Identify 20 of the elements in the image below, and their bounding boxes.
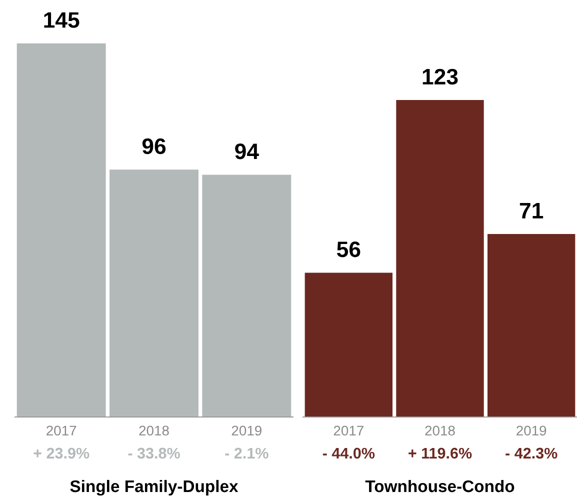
text: - 44.0% [322, 448, 375, 459]
data-label: 56 [336, 241, 360, 258]
x-axis-title: Single Family-Duplex [70, 480, 238, 496]
data-label: 123 [422, 68, 458, 85]
text: - 33.8% [128, 448, 180, 459]
x-tick-label: 2017 [46, 426, 76, 436]
x-axis-title: Townhouse-Condo [365, 480, 514, 492]
text: + 119.6% [408, 448, 472, 459]
x-tick-label: 2019 [516, 426, 546, 436]
data-label: 96 [142, 138, 166, 154]
data-label: 145 [44, 12, 80, 28]
text: - 42.3% [506, 448, 558, 459]
data-label: 94 [235, 144, 259, 160]
text: - 2.1% [225, 448, 268, 459]
x-tick-label: 2018 [425, 426, 455, 436]
x-tick-label: 2017 [334, 426, 364, 436]
text: + 23.9% [34, 448, 90, 459]
data-label: 71 [520, 203, 544, 218]
x-tick-label: 2018 [139, 426, 169, 436]
x-tick-label: 2019 [232, 426, 262, 436]
